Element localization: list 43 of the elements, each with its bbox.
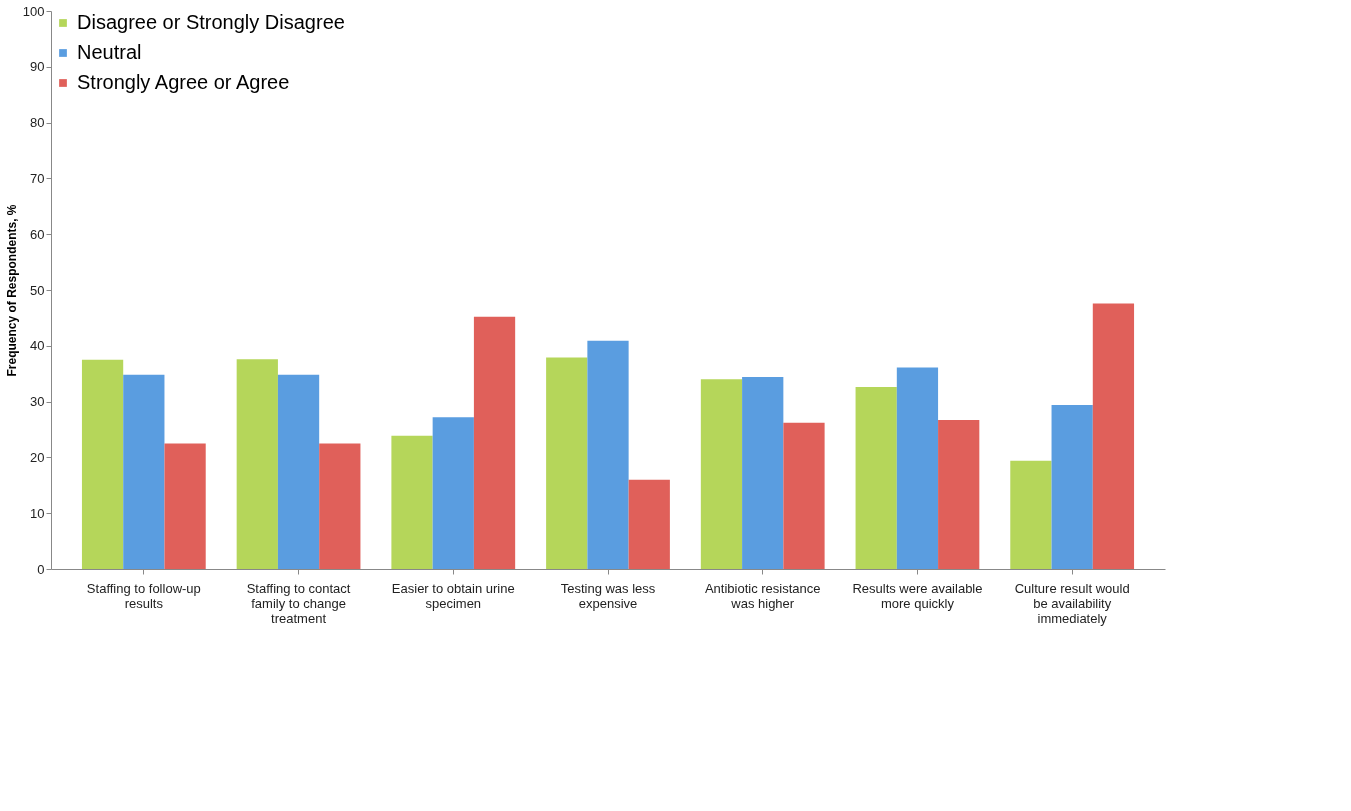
bar <box>1051 404 1093 569</box>
y-tick-label: 10 <box>30 505 45 521</box>
y-tick-label: 50 <box>30 282 45 298</box>
x-tick-label: Results were available more quickly <box>852 580 983 611</box>
y-tick-label: 80 <box>30 115 45 131</box>
x-tick-label: Easier to obtain urine specimen <box>391 580 515 611</box>
y-tick-label: 60 <box>30 226 45 242</box>
y-tick-label: 90 <box>30 59 45 75</box>
bar <box>938 420 980 569</box>
x-tick-label: Staffing to contact family to change treatment <box>246 580 351 626</box>
bar <box>896 367 939 569</box>
bar <box>700 379 743 569</box>
y-axis-title: Frequency of Respondents, % <box>4 204 19 377</box>
bar <box>628 479 670 569</box>
legend-label: Disagree or Strongly Disagree <box>77 11 345 33</box>
x-tick-label: Antibiotic resistance was higher <box>704 580 821 611</box>
y-tick-label: 30 <box>30 394 45 410</box>
bar <box>546 357 588 569</box>
bar <box>123 374 165 569</box>
y-tick-label: 100 <box>22 3 45 19</box>
bar <box>164 443 206 569</box>
bar <box>391 435 433 569</box>
x-tick-label: Testing was less expensive <box>560 580 656 611</box>
bar <box>855 387 897 569</box>
y-tick-label: 0 <box>37 561 45 577</box>
x-tick-label: Staffing to follow-up results <box>86 580 201 611</box>
legend-label: Neutral <box>77 41 142 63</box>
bar <box>473 316 516 569</box>
bar <box>1010 460 1052 569</box>
bar <box>236 359 278 569</box>
legend-label: Strongly Agree or Agree <box>77 71 290 93</box>
x-tick-label: Culture result would be availability immediately <box>1014 580 1130 626</box>
bar <box>783 422 825 569</box>
y-tick-label: 40 <box>30 338 45 354</box>
bar <box>587 340 629 569</box>
bar <box>1092 303 1135 569</box>
bar <box>81 359 124 569</box>
y-tick-label: 20 <box>30 449 45 465</box>
bar <box>432 417 474 569</box>
bar <box>277 374 320 569</box>
y-tick-label: 70 <box>30 170 45 186</box>
bar <box>319 443 361 569</box>
bar <box>742 377 784 569</box>
